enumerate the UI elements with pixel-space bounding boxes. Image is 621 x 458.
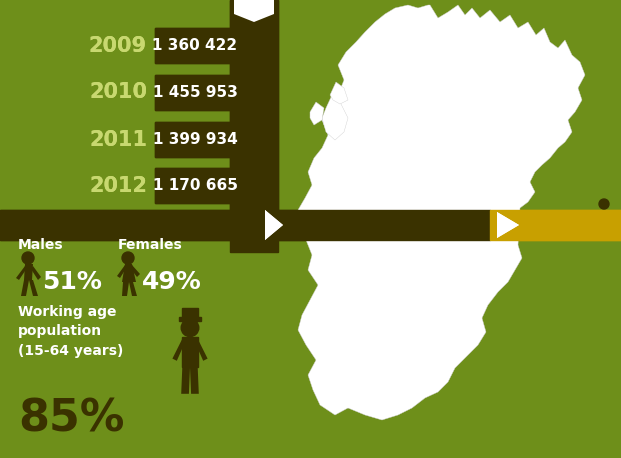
Polygon shape bbox=[130, 265, 140, 277]
Text: Males: Males bbox=[18, 238, 63, 252]
Text: 1 170 665: 1 170 665 bbox=[153, 178, 237, 193]
Bar bbox=[0, 210, 490, 240]
Bar bbox=[230, 0, 278, 222]
Text: 1 360 422: 1 360 422 bbox=[152, 38, 238, 53]
Text: 2009: 2009 bbox=[89, 36, 147, 55]
Bar bbox=[183, 337, 197, 367]
Polygon shape bbox=[24, 264, 33, 280]
Bar bbox=[155, 75, 235, 110]
Text: 51%: 51% bbox=[42, 270, 102, 294]
Polygon shape bbox=[129, 282, 137, 296]
Bar bbox=[155, 168, 235, 203]
Text: Females: Females bbox=[118, 238, 183, 252]
Bar bbox=[155, 28, 235, 63]
Text: 2012: 2012 bbox=[89, 175, 147, 196]
Circle shape bbox=[181, 319, 199, 337]
Polygon shape bbox=[298, 5, 585, 420]
Text: 1 399 934: 1 399 934 bbox=[153, 132, 237, 147]
Circle shape bbox=[122, 252, 134, 264]
Text: 1 360 422: 1 360 422 bbox=[152, 38, 238, 53]
Bar bbox=[155, 28, 235, 63]
Text: 2010: 2010 bbox=[89, 82, 147, 103]
Bar bbox=[179, 317, 201, 321]
Text: 1 170 665: 1 170 665 bbox=[153, 178, 237, 193]
Bar bbox=[155, 122, 235, 157]
Circle shape bbox=[599, 199, 609, 209]
Polygon shape bbox=[122, 264, 136, 282]
Polygon shape bbox=[190, 367, 199, 394]
Polygon shape bbox=[181, 367, 190, 394]
Bar bbox=[490, 210, 621, 240]
Bar bbox=[230, 0, 278, 252]
Polygon shape bbox=[21, 280, 29, 296]
Bar bbox=[155, 122, 235, 157]
Text: 2011: 2011 bbox=[89, 130, 147, 149]
Polygon shape bbox=[497, 212, 519, 238]
Polygon shape bbox=[29, 280, 38, 296]
Text: 2010: 2010 bbox=[89, 82, 147, 103]
Polygon shape bbox=[234, 0, 274, 22]
Polygon shape bbox=[265, 210, 283, 240]
Polygon shape bbox=[31, 266, 41, 280]
Text: 1 455 953: 1 455 953 bbox=[153, 85, 237, 100]
Bar bbox=[490, 210, 621, 240]
Circle shape bbox=[22, 252, 34, 264]
Polygon shape bbox=[122, 282, 129, 296]
Bar bbox=[155, 75, 235, 110]
Text: 49%: 49% bbox=[142, 270, 202, 294]
Polygon shape bbox=[16, 266, 27, 280]
Text: 2009: 2009 bbox=[89, 36, 147, 55]
Polygon shape bbox=[322, 95, 348, 140]
Polygon shape bbox=[330, 82, 348, 104]
Polygon shape bbox=[194, 339, 207, 361]
Polygon shape bbox=[265, 210, 283, 240]
Text: 2011: 2011 bbox=[89, 130, 147, 149]
Text: 1 399 934: 1 399 934 bbox=[153, 132, 237, 147]
Text: 85%: 85% bbox=[18, 398, 124, 441]
Polygon shape bbox=[173, 339, 186, 361]
Polygon shape bbox=[497, 212, 519, 238]
Bar bbox=[0, 210, 490, 240]
Polygon shape bbox=[234, 0, 274, 22]
Bar bbox=[155, 168, 235, 203]
Polygon shape bbox=[310, 102, 324, 125]
Bar bbox=[183, 308, 197, 317]
Text: 1 455 953: 1 455 953 bbox=[153, 85, 237, 100]
Polygon shape bbox=[117, 265, 127, 278]
Text: 2012: 2012 bbox=[89, 175, 147, 196]
Text: Working age
population
(15-64 years): Working age population (15-64 years) bbox=[18, 305, 124, 358]
